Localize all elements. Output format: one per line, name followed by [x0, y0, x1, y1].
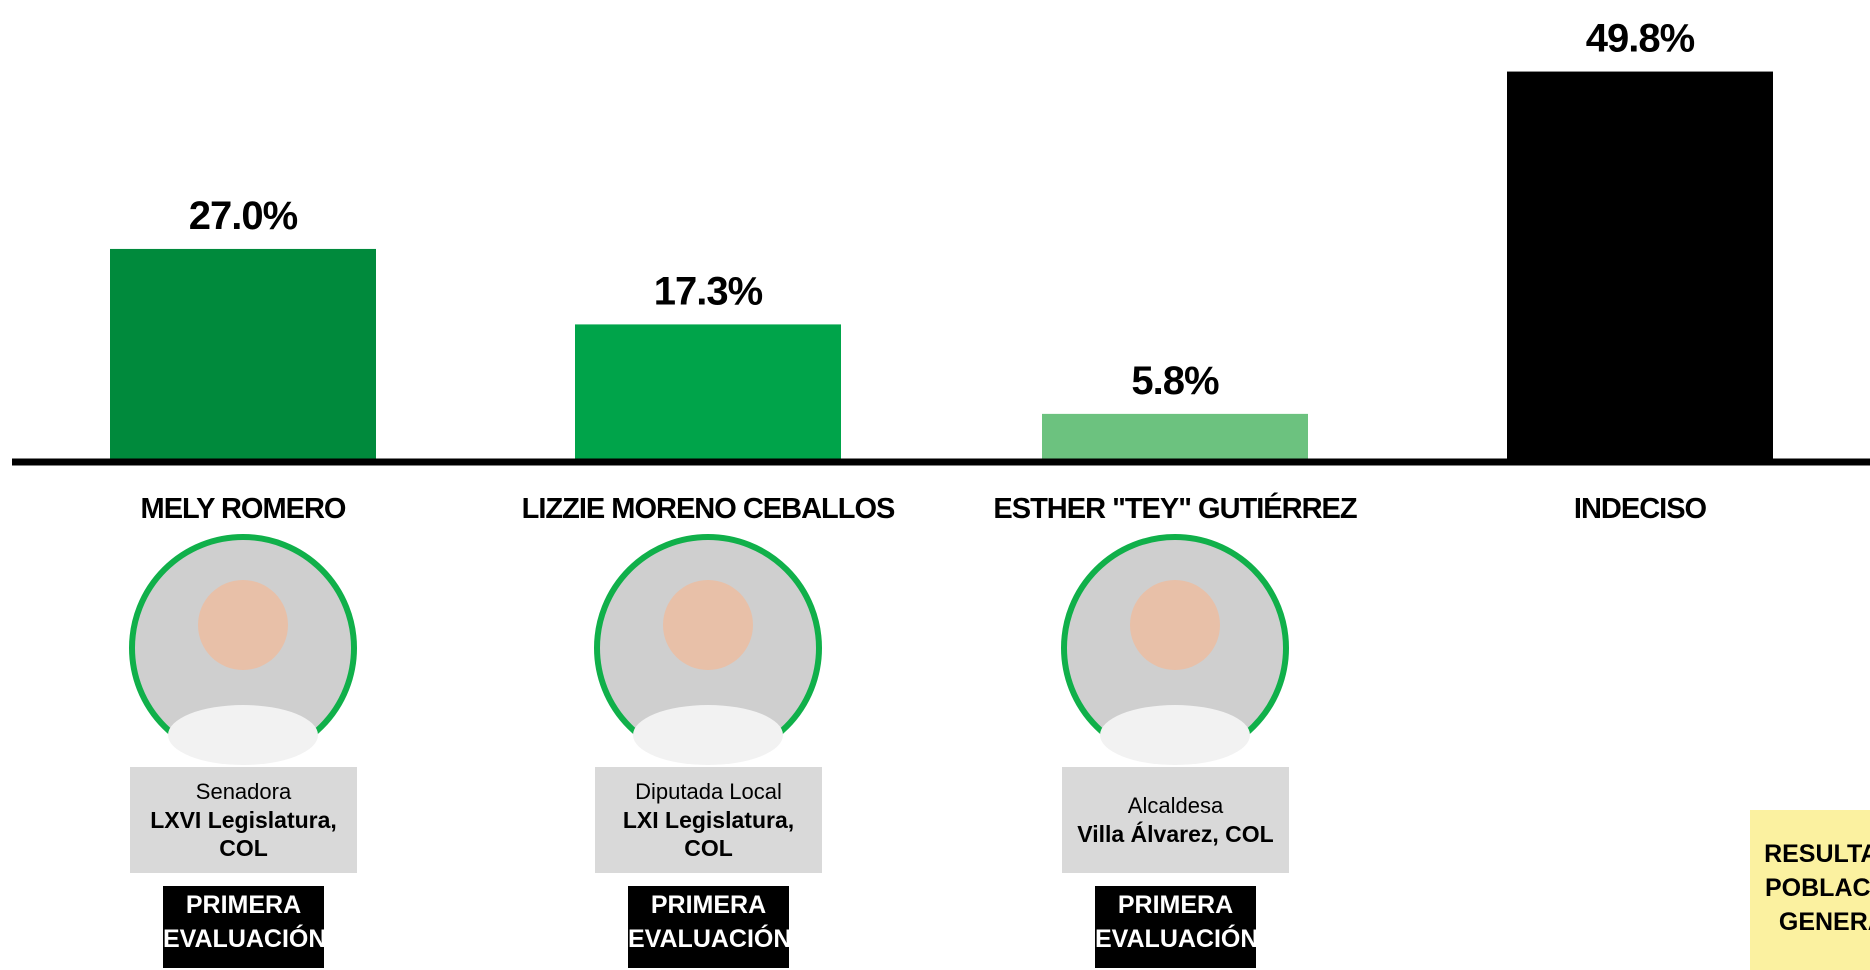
photo-face [198, 580, 288, 670]
role-box: Diputada Local LXI Legislatura, COL [595, 767, 822, 873]
role: Alcaldesa [1127, 793, 1224, 818]
role: Diputada Local [635, 779, 782, 804]
role: Senadora [195, 779, 292, 804]
value-label: 5.8% [1131, 359, 1219, 403]
office: LXVI Legislatura, COL [150, 807, 337, 861]
photo-face [1130, 580, 1220, 670]
badge: PRIMERA EVALUACIÓN [628, 886, 791, 968]
photo-body [168, 705, 318, 765]
note-box: RESULTADO POBLACIÓN GENERAL [1750, 810, 1870, 970]
office: Villa Álvarez, COL [1077, 821, 1274, 847]
photo-body [633, 705, 783, 765]
bar [110, 248, 376, 459]
bar [575, 324, 841, 459]
badge: PRIMERA EVALUACIÓN [163, 886, 326, 968]
value-label: 17.3% [654, 269, 763, 313]
value-label: 49.8% [1586, 17, 1695, 61]
photo-face [663, 580, 753, 670]
value-label: 27.0% [189, 194, 298, 238]
bar [1507, 71, 1773, 459]
role-box: Alcaldesa Villa Álvarez, COL [1062, 767, 1289, 873]
category-label: MELY ROMERO [141, 493, 346, 525]
badge: PRIMERA EVALUACIÓN [1095, 886, 1258, 968]
office: LXI Legislatura, COL [622, 807, 795, 861]
role-box: Senadora LXVI Legislatura, COL [130, 767, 357, 873]
category-label: LIZZIE MORENO CEBALLOS [522, 493, 895, 525]
photo-body [1100, 705, 1250, 765]
category-label: INDECISO [1574, 493, 1707, 525]
category-label: ESTHER "TEY" GUTIÉRREZ [993, 491, 1356, 525]
bar [1042, 413, 1308, 459]
